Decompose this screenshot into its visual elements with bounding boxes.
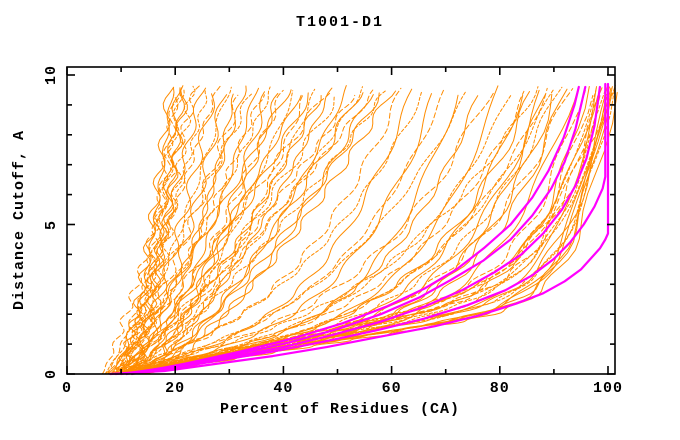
curve-orange xyxy=(123,93,513,375)
curve-magenta xyxy=(125,85,587,376)
curve-orange xyxy=(117,90,467,375)
curve-orange xyxy=(120,86,363,375)
x-tick-label: 80 xyxy=(489,380,510,397)
curve-orange xyxy=(112,89,374,375)
curve-orange xyxy=(112,86,175,375)
curve-orange xyxy=(112,86,616,375)
curve-orange xyxy=(109,90,423,375)
curve-magenta xyxy=(114,82,607,376)
curve-magenta xyxy=(109,82,610,376)
y-tick-label: 0 xyxy=(43,369,60,380)
curve-orange xyxy=(117,92,309,375)
curve-orange xyxy=(126,92,380,375)
curve-orange xyxy=(117,89,387,375)
curve-orange xyxy=(117,94,239,375)
y-tick-label: 5 xyxy=(43,219,60,230)
curve-orange xyxy=(128,87,259,375)
curve-orange xyxy=(123,95,322,375)
curve-orange xyxy=(109,95,335,375)
curve-orange xyxy=(117,86,563,375)
y-axis-label: Distance Cutoff, A xyxy=(11,129,28,311)
x-axis-label: Percent of Residues (CA) xyxy=(219,401,461,418)
curve-orange xyxy=(126,90,294,375)
x-tick-label: 60 xyxy=(381,380,402,397)
curve-orange xyxy=(115,89,181,375)
curve-orange xyxy=(104,91,332,375)
curve-orange xyxy=(120,89,284,375)
plot-frame xyxy=(66,66,616,375)
curve-orange xyxy=(109,86,539,375)
curve-orange xyxy=(120,87,548,375)
x-tick-label: 20 xyxy=(165,380,186,397)
curve-orange xyxy=(101,85,200,375)
curve-orange xyxy=(115,88,208,375)
curve-orange xyxy=(126,95,599,375)
x-tick-label: 40 xyxy=(273,380,294,397)
plot-title: T1001-D1 xyxy=(295,14,384,31)
curve-orange xyxy=(109,94,265,375)
curve-magenta xyxy=(130,85,580,376)
curve-orange xyxy=(126,88,413,375)
curve-orange xyxy=(112,88,555,375)
x-tick-label: 0 xyxy=(61,380,72,397)
y-tick-label: 10 xyxy=(43,65,60,86)
curve-orange xyxy=(120,89,445,375)
x-tick-label: 100 xyxy=(592,380,623,397)
curve-orange xyxy=(128,87,333,375)
curve-orange xyxy=(136,85,196,375)
curve-orange xyxy=(120,94,179,375)
curve-magenta xyxy=(119,85,602,376)
curve-orange xyxy=(112,94,302,375)
curve-orange xyxy=(107,85,221,375)
curve-orange xyxy=(120,93,215,375)
curve-orange xyxy=(115,94,356,375)
curve-orange xyxy=(131,87,185,375)
curve-orange xyxy=(115,85,604,375)
curve-orange xyxy=(115,87,402,375)
curve-orange xyxy=(115,86,271,375)
